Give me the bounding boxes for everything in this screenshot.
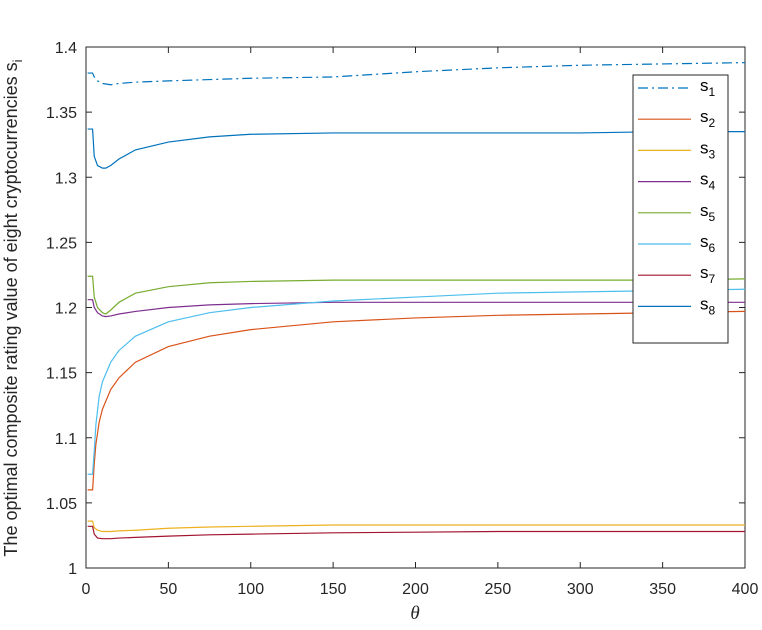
legend-label-main: s: [700, 263, 709, 282]
legend-label-s3: s3: [700, 138, 716, 161]
x-tick-label: 100: [237, 581, 264, 598]
series-layer: [87, 62, 746, 540]
legend-label-s7: s7: [700, 263, 716, 286]
legend-label-sub: 2: [709, 116, 716, 130]
legend-label-main: s: [700, 138, 709, 157]
y-axis-label: The optimal composite rating value of ei…: [1, 59, 25, 556]
series-line-s6: [87, 288, 746, 475]
x-tick-label: 50: [159, 581, 177, 598]
y-tick-label: 1.1: [55, 431, 77, 448]
y-axis-label-text: The optimal composite rating value of ei…: [1, 62, 21, 556]
legend-label-sub: 4: [709, 179, 716, 193]
legend-label-sub: 8: [709, 303, 716, 317]
series-line-s4: [87, 299, 745, 318]
y-tick-label: 1.35: [46, 105, 77, 122]
series-line-s1: [87, 62, 746, 86]
legend-label-s1: s1: [700, 76, 716, 99]
y-tick-label: 1.05: [46, 496, 77, 513]
series-line-s3: [87, 520, 745, 533]
y-tick-label: 1.2: [55, 301, 77, 318]
y-tick-label: 1.4: [55, 40, 77, 57]
x-tick-label: 250: [485, 581, 512, 598]
x-axis-label: θ: [410, 603, 419, 624]
legend-label-main: s: [700, 294, 709, 313]
series-line-s2: [87, 310, 746, 491]
y-tick-label: 1: [68, 561, 77, 578]
legend-label-sub: 6: [709, 241, 716, 255]
y-tick-label: 1.15: [46, 366, 77, 383]
x-tick-label: 0: [82, 581, 91, 598]
legend-label-main: s: [700, 107, 709, 126]
legend-label-s5: s5: [700, 201, 716, 224]
axis-ticks: 0 50 100 150 200 250 300 350 400 1 1.05 1.1 1.15 1.2 1…: [46, 40, 759, 598]
legend-label-s4: s4: [700, 170, 716, 193]
series-line-s8: [87, 128, 745, 169]
legend-label-s8: s8: [700, 294, 716, 317]
legend-label-main: s: [700, 76, 709, 95]
legend-label-sub: 5: [709, 210, 716, 224]
legend-label-sub: 7: [709, 272, 716, 286]
x-tick-label: 350: [649, 581, 676, 598]
x-tick-label: 150: [320, 581, 347, 598]
legend-label-sub: 1: [709, 85, 716, 99]
x-tick-label: 400: [732, 581, 759, 598]
legend-label-s2: s2: [700, 107, 716, 130]
x-tick-label: 200: [402, 581, 429, 598]
legend-label-sub: 3: [709, 147, 716, 161]
y-axis-label-subscript: i: [10, 59, 25, 62]
y-tick-label: 1.3: [55, 170, 77, 187]
legend-label-s6: s6: [700, 232, 716, 255]
y-tick-label: 1.25: [46, 235, 77, 252]
x-tick-label: 300: [567, 581, 594, 598]
y-axis-label-group: The optimal composite rating value of ei…: [1, 59, 25, 556]
legend-label-main: s: [700, 201, 709, 220]
legend-label-main: s: [700, 232, 709, 251]
legend-label-main: s: [700, 170, 709, 189]
series-line-s5: [87, 275, 746, 315]
series-line-s7: [87, 525, 745, 540]
